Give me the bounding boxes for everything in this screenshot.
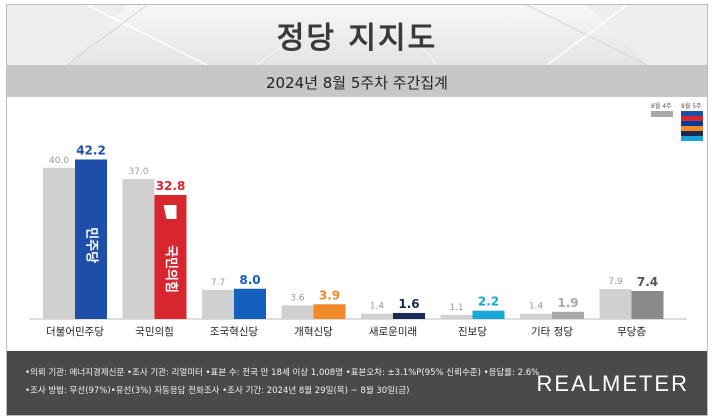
bar-curr-0 xyxy=(75,159,107,319)
bar-prev-3 xyxy=(281,305,314,319)
category-label-6: 기타 정당 xyxy=(531,326,573,338)
bar-prev-7 xyxy=(599,289,632,319)
legend-label-prev: 8월 4주 xyxy=(651,103,672,110)
category-label-2: 조국혁신당 xyxy=(210,326,259,338)
value-label-prev-2: 7.7 xyxy=(211,278,225,288)
value-label-curr-3: 3.9 xyxy=(319,288,340,302)
legend-swatch-stripe xyxy=(681,126,703,131)
legend-swatch-curr xyxy=(681,111,703,141)
bar-curr-5 xyxy=(472,310,505,319)
header-decoration xyxy=(7,5,707,65)
legend: 8월 4주 8월 5주 xyxy=(643,101,705,147)
bar-logo-0: 민주당 xyxy=(84,227,100,263)
bar-prev-6 xyxy=(520,313,552,319)
brand-logo: REALMETER xyxy=(536,371,689,396)
bar-chart: 40.0 42.2 더불어민주당 37.0 32.8 국민의힘 7.7 8.0 조국혁신당 3.6… xyxy=(29,143,687,338)
bar-prev-2 xyxy=(202,289,234,319)
value-label-curr-4: 1.6 xyxy=(398,297,419,311)
legend-swatch-stripe xyxy=(681,131,703,136)
page-title: 정당 지지도 xyxy=(276,21,438,56)
bar-prev-5 xyxy=(440,314,473,319)
value-label-prev-7: 7.9 xyxy=(608,277,623,287)
bar-curr-2 xyxy=(234,288,266,319)
chart-frame: 정당 지지도 2024년 8월 5주차 주간집계 8월 4주 8월 5주 40.… xyxy=(6,4,708,416)
value-label-prev-0: 40.0 xyxy=(49,156,69,166)
category-label-0: 더불어민주당 xyxy=(46,326,104,338)
legend-swatch-stripe xyxy=(681,116,703,121)
legend-swatch-stripe xyxy=(681,121,703,126)
bar-curr-7 xyxy=(631,291,664,319)
survey-note-1: •의뢰 기관: 에너지경제신문 •조사 기관: 리얼미터 •표본 수: 전국 만… xyxy=(25,368,540,378)
value-label-curr-7: 7.4 xyxy=(637,275,658,289)
category-label-7: 무당층 xyxy=(617,326,646,338)
value-label-prev-5: 1.1 xyxy=(449,303,463,313)
value-label-prev-4: 1.4 xyxy=(370,302,385,312)
legend-swatch-prev xyxy=(651,111,673,117)
legend-swatch-stripe xyxy=(681,136,703,141)
value-label-prev-3: 3.6 xyxy=(290,293,305,303)
bar-logo-1: 국민의힘 xyxy=(163,245,179,293)
subtitle: 2024년 8월 5주차 주간집계 xyxy=(266,74,448,92)
bar-curr-4 xyxy=(393,312,425,319)
bar-prev-1 xyxy=(122,179,155,319)
footer: •의뢰 기관: 에너지경제신문 •조사 기관: 리얼미터 •표본 수: 전국 만… xyxy=(7,351,707,415)
value-label-curr-6: 1.9 xyxy=(557,296,578,310)
value-label-prev-6: 1.4 xyxy=(529,302,544,312)
value-label-prev-1: 37.0 xyxy=(128,167,148,177)
header: 정당 지지도 xyxy=(7,5,707,65)
bar-curr-3 xyxy=(313,304,346,319)
survey-note-2: •조사 방법: 무선(97%)•유선(3%) 자동응답 전화조사 •조사 기간:… xyxy=(25,386,410,396)
category-label-4: 새로운미래 xyxy=(369,326,417,338)
category-label-3: 개혁신당 xyxy=(294,326,333,338)
value-label-curr-2: 8.0 xyxy=(239,273,260,287)
value-label-curr-5: 2.2 xyxy=(478,295,499,309)
category-label-5: 진보당 xyxy=(458,326,487,338)
bar-prev-0 xyxy=(43,167,75,319)
legend-swatch-stripe xyxy=(681,111,703,116)
bar-prev-4 xyxy=(361,313,393,319)
value-label-curr-0: 42.2 xyxy=(76,143,106,157)
legend-label-curr: 8월 5주 xyxy=(681,103,702,110)
subtitle-bar: 2024년 8월 5주차 주간집계 xyxy=(7,65,707,97)
bar-curr-6 xyxy=(552,311,584,319)
value-label-curr-1: 32.8 xyxy=(156,179,186,193)
bar-logo-mark-icon xyxy=(163,205,177,220)
category-label-1: 국민의힘 xyxy=(135,326,174,338)
